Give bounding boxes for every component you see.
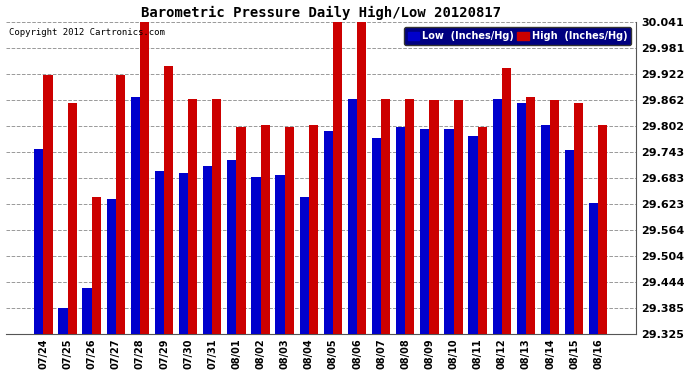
Bar	[526, 97, 535, 334]
Bar	[589, 203, 598, 334]
Bar	[43, 75, 52, 334]
Bar	[517, 103, 526, 334]
Bar	[469, 136, 477, 334]
Bar	[213, 99, 221, 334]
Bar	[227, 160, 237, 334]
Bar	[188, 99, 197, 334]
Bar	[92, 197, 101, 334]
Bar	[550, 100, 559, 334]
Bar	[502, 68, 511, 334]
Legend: Low  (Inches/Hg), High  (Inches/Hg): Low (Inches/Hg), High (Inches/Hg)	[404, 27, 631, 45]
Bar	[261, 125, 270, 334]
Bar	[106, 199, 116, 334]
Bar	[381, 99, 391, 334]
Bar	[155, 171, 164, 334]
Bar	[333, 22, 342, 334]
Bar	[237, 127, 246, 334]
Bar	[444, 129, 453, 334]
Bar	[116, 75, 125, 334]
Bar	[34, 149, 43, 334]
Bar	[453, 100, 463, 334]
Bar	[541, 125, 550, 334]
Bar	[59, 308, 68, 334]
Bar	[493, 99, 502, 334]
Bar	[179, 173, 188, 334]
Bar	[251, 177, 261, 334]
Bar	[203, 166, 213, 334]
Bar	[83, 288, 92, 334]
Bar	[299, 197, 308, 334]
Bar	[164, 66, 173, 334]
Text: Copyright 2012 Cartronics.com: Copyright 2012 Cartronics.com	[9, 28, 165, 38]
Bar	[285, 127, 294, 334]
Bar	[420, 129, 429, 334]
Bar	[598, 125, 607, 334]
Bar	[130, 97, 140, 334]
Bar	[275, 175, 285, 334]
Bar	[429, 100, 439, 334]
Title: Barometric Pressure Daily High/Low 20120817: Barometric Pressure Daily High/Low 20120…	[141, 6, 501, 20]
Bar	[348, 99, 357, 334]
Bar	[308, 125, 318, 334]
Bar	[372, 138, 381, 334]
Bar	[324, 132, 333, 334]
Bar	[574, 103, 583, 334]
Bar	[68, 103, 77, 334]
Bar	[357, 22, 366, 334]
Bar	[565, 150, 574, 334]
Bar	[396, 127, 405, 334]
Bar	[140, 22, 149, 334]
Bar	[477, 127, 487, 334]
Bar	[405, 99, 415, 334]
